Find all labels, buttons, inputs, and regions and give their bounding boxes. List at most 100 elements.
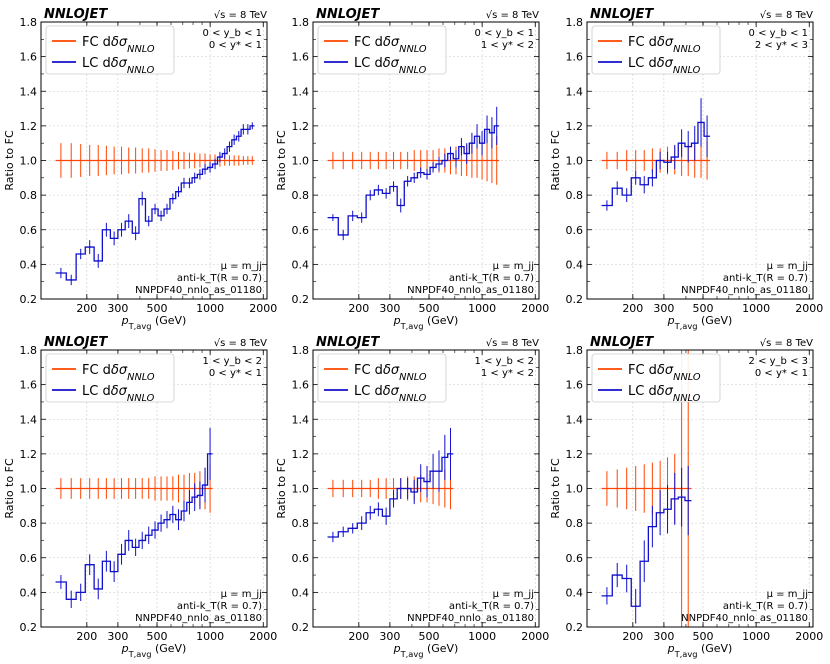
legend-lc-label: LC dδσNNLO [82, 384, 155, 404]
y-tick-label: 1.8 [292, 16, 310, 29]
scale-annotation: μ = m_jj [767, 261, 808, 272]
y-tick-label: 0.6 [20, 224, 38, 237]
lc-point [188, 182, 191, 184]
lc-point [351, 527, 354, 530]
lc-point [659, 159, 662, 162]
lc-point [426, 480, 428, 483]
lc-point [693, 142, 696, 145]
x-tick-label: 500 [693, 302, 714, 315]
lc-point [616, 574, 619, 576]
scale-annotation: NNPDF40_nnlo_as_01180 [135, 613, 262, 624]
x-tick-label: 500 [419, 630, 440, 643]
lc-point [419, 477, 422, 480]
y-tick-label: 0.2 [566, 293, 584, 306]
region-label: 0 < y_b < 1 [203, 28, 262, 39]
lc-point [706, 135, 708, 138]
lc-point [79, 253, 82, 255]
lc-point [251, 124, 254, 127]
region-label: 1 < y* < 2 [481, 40, 534, 51]
y-tick-label: 1.8 [20, 344, 38, 357]
y-tick-label: 0.2 [566, 621, 584, 634]
lc-point [193, 496, 196, 499]
lc-point [426, 173, 428, 176]
lc-point [246, 128, 249, 131]
y-tick-label: 1.2 [566, 120, 584, 133]
x-tick-label: 2000 [795, 630, 823, 643]
lc-point [88, 563, 91, 566]
lc-point [406, 180, 409, 183]
y-tick-label: 1.4 [20, 413, 38, 426]
scale-annotation: anti-k_T(R = 0.7) [449, 273, 534, 284]
scale-annotation: NNPDF40_nnlo_as_01180 [407, 285, 534, 296]
y-axis-title: Ratio to FC [549, 130, 562, 191]
y-tick-label: 0.4 [566, 258, 584, 271]
y-tick-label: 1.0 [566, 483, 584, 496]
lc-point [481, 142, 483, 145]
x-tick-label: 2000 [249, 630, 277, 643]
x-axis-title: pT,avg (GeV) [121, 642, 187, 659]
x-tick-label: 200 [76, 630, 97, 643]
lc-point [666, 161, 669, 164]
y-tick-label: 0.8 [566, 517, 584, 530]
y-tick-label: 0.8 [292, 517, 310, 530]
lc-point [377, 189, 380, 191]
region-label: 1 < y* < 2 [481, 368, 534, 379]
lc-point [154, 529, 156, 531]
y-axis-title: Ratio to FC [275, 130, 288, 191]
lc-point [491, 131, 493, 134]
lc-point [219, 156, 221, 158]
region-label: 1 < y_b < 2 [475, 356, 534, 367]
lc-point [183, 510, 185, 512]
x-tick-label: 300 [107, 630, 128, 643]
scale-annotation: anti-k_T(R = 0.7) [723, 273, 808, 284]
lc-point [105, 228, 108, 231]
y-tick-label: 0.4 [566, 586, 584, 599]
lc-point [369, 194, 372, 197]
lc-point [680, 142, 683, 145]
lc-point [406, 487, 409, 490]
lc-point [166, 518, 168, 521]
y-tick-label: 1.8 [292, 344, 310, 357]
x-axis-title: pT,avg (GeV) [121, 314, 187, 331]
lc-point [237, 135, 240, 138]
scale-annotation: μ = m_jj [493, 589, 534, 600]
lc-point [438, 470, 440, 473]
lc-point [643, 560, 646, 563]
lc-point [97, 588, 100, 590]
lc-point [616, 187, 619, 190]
lc-point [70, 598, 73, 601]
region-label: 0 < y_b < 1 [475, 28, 534, 39]
scale-annotation: anti-k_T(R = 0.7) [177, 601, 262, 612]
lc-point [634, 605, 637, 608]
nnlojet-brand: NNLOJET [316, 7, 380, 22]
lc-point [476, 135, 478, 138]
y-tick-label: 1.8 [20, 16, 38, 29]
lc-point [177, 518, 180, 521]
scale-annotation: anti-k_T(R = 0.7) [723, 601, 808, 612]
x-tick-label: 2000 [249, 302, 277, 315]
lc-point [369, 511, 372, 514]
lc-point [486, 128, 488, 131]
lc-series-step [327, 125, 500, 236]
lc-point [625, 194, 628, 197]
chart-panel-3: 0.2 0.4 0.6 0.8 1.0 1.2 1.4 1.6 1.8 200 300 500 1000… [549, 7, 823, 331]
scale-annotation: NNPDF40_nnlo_as_01180 [407, 613, 534, 624]
lc-point [228, 145, 231, 148]
y-tick-label: 1.0 [20, 483, 38, 496]
legend-box [317, 25, 447, 75]
legend-fc-label: FC dδσNNLO [354, 363, 427, 383]
scale-annotation: μ = m_jj [493, 261, 534, 272]
energy-label: √s = 8 TeV [214, 10, 267, 21]
lc-point [465, 152, 468, 155]
lc-point [127, 220, 130, 222]
legend-fc-label: FC dδσNNLO [354, 35, 427, 55]
lc-point [160, 522, 162, 525]
scale-annotation: μ = m_jj [221, 589, 262, 600]
lc-point [120, 553, 123, 556]
nnlojet-brand: NNLOJET [316, 335, 380, 350]
energy-label: √s = 8 TeV [486, 10, 539, 21]
y-tick-label: 1.0 [566, 155, 584, 168]
legend-lc-label: LC dδσNNLO [628, 56, 701, 76]
region-label: 2 < y_b < 3 [749, 356, 808, 367]
scale-annotation: anti-k_T(R = 0.7) [177, 273, 262, 284]
